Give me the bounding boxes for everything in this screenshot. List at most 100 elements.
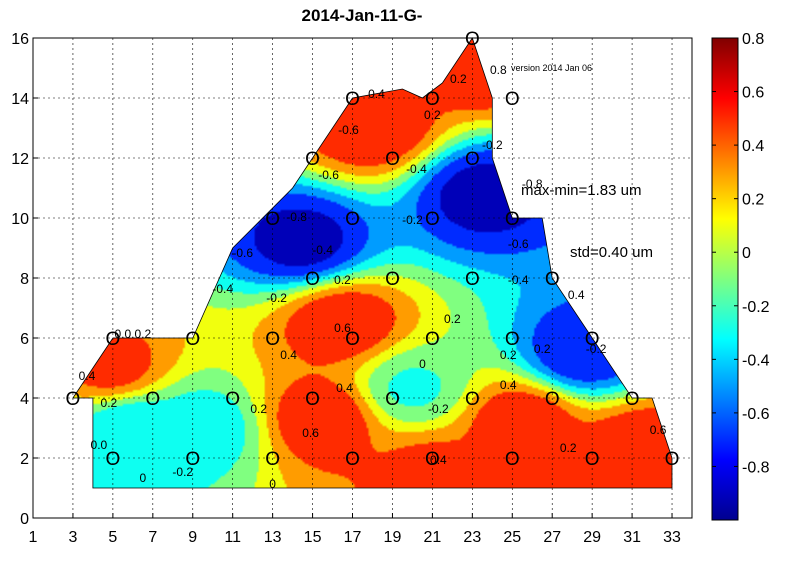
contour-label: 0.6 <box>650 423 667 437</box>
x-tick-label: 31 <box>623 529 641 546</box>
contour-label: -0.6 <box>508 237 529 251</box>
x-tick-label: 1 <box>29 529 38 546</box>
measurement-point: O <box>305 269 320 290</box>
y-tick-label: 2 <box>20 451 29 468</box>
contour-label: -0.6 <box>318 168 339 182</box>
contour-label: 0.4 <box>280 348 297 362</box>
measurement-point: O <box>105 449 120 470</box>
colorbar-tick-label: -0.8 <box>742 459 770 476</box>
colorbar-tick-label: 0.8 <box>742 31 764 48</box>
x-tick-label: 13 <box>264 529 282 546</box>
measurement-point: O <box>545 269 560 290</box>
y-tick-label: 6 <box>20 331 29 348</box>
contour-label: -0.2 <box>428 402 449 416</box>
measurement-point: O <box>345 209 360 230</box>
contour-label: 0.0.0.2 <box>114 327 151 341</box>
measurement-point: O <box>385 149 400 170</box>
contour-label: 0.4 <box>79 369 96 383</box>
measurement-point: O <box>465 29 480 50</box>
y-tick-label: 10 <box>11 211 29 228</box>
measurement-point: O <box>585 329 600 350</box>
measurement-point: O <box>505 449 520 470</box>
contour-label: -0.6 <box>232 246 253 260</box>
measurement-point: O <box>505 209 520 230</box>
measurement-point: O <box>465 389 480 410</box>
max-min-annotation: max-min=1.83 um <box>521 182 641 199</box>
measurement-point: O <box>505 329 520 350</box>
measurement-point: O <box>185 449 200 470</box>
measurement-point: O <box>185 329 200 350</box>
colorbar-tick-label: 0.2 <box>742 192 764 209</box>
measurement-point: O <box>305 389 320 410</box>
domain-outline <box>72 37 673 489</box>
x-tick-label: 3 <box>68 529 77 546</box>
contour-label: -0.4 <box>406 162 427 176</box>
contour-label: -0.2 <box>586 342 607 356</box>
contour-label: -0.2 <box>482 138 503 152</box>
x-tick-label: 27 <box>543 529 561 546</box>
contour-label: 0.2 <box>424 108 441 122</box>
contour-label: 0.4 <box>568 288 585 302</box>
contour-label: 0.2 <box>250 402 267 416</box>
x-tick-label: 25 <box>503 529 521 546</box>
x-tick-label: 5 <box>108 529 117 546</box>
contour-label: -0.2 <box>266 291 287 305</box>
x-tick-label: 33 <box>663 529 681 546</box>
measurement-point: O <box>345 329 360 350</box>
y-axis: 0 2 4 6 8 10 12 14 16 <box>11 31 38 528</box>
measurement-point: O <box>265 209 280 230</box>
x-tick-label: 11 <box>224 529 241 546</box>
measurement-point: O <box>385 269 400 290</box>
contour-label: 0.0 <box>91 438 108 452</box>
contour-label: -0.8 <box>522 177 543 191</box>
measurement-point: O <box>425 89 440 110</box>
contour-label: 0 <box>269 477 276 491</box>
x-tick-label: 17 <box>344 529 362 546</box>
colorbar-tick-label: -0.2 <box>742 299 770 316</box>
contour-label: 0.8 <box>490 63 507 77</box>
measurement-markers: O O O O O O O O O O O O O O O O O O O O O O O O O O O O O O O O O O O O O O <box>66 29 680 470</box>
contour-label: 0.4 <box>430 453 447 467</box>
measurement-point: O <box>465 269 480 290</box>
colorbar <box>711 37 739 521</box>
contour-label: 0.4 <box>500 378 517 392</box>
contour-label: -0.2 <box>172 465 193 479</box>
measurement-point: O <box>665 449 680 470</box>
contour-label: -0.4 <box>312 243 333 257</box>
x-tick-label: 19 <box>384 529 402 546</box>
contour-label: -0.2 <box>402 213 423 227</box>
contour-label: 0 <box>419 357 426 371</box>
measurement-point: O <box>145 389 160 410</box>
colorbar-tick-label: -0.4 <box>742 352 770 369</box>
measurement-point: O <box>345 449 360 470</box>
measurement-point: O <box>585 449 600 470</box>
measurement-point: O <box>305 149 320 170</box>
x-tick-label: 7 <box>148 529 157 546</box>
version-note: version 2014 Jan 06 <box>511 63 592 73</box>
y-tick-label: 8 <box>20 271 29 288</box>
contour-label: 0.2 <box>500 348 517 362</box>
measurement-point: O <box>105 329 120 350</box>
contour-label: 0.2 <box>444 312 461 326</box>
colorbar-tick-label: -0.6 <box>742 406 770 423</box>
y-tick-label: 14 <box>11 91 29 108</box>
contour-label: -0.4 <box>508 273 529 287</box>
contour-label: 0.6 <box>302 426 319 440</box>
grid <box>32 37 692 519</box>
measurement-point: O <box>385 389 400 410</box>
contour-labels: 0.4 0.2 0.0 0.0.0.2 -0.2 0 -0.4 -0.6 -0.2 -0.8 -0.… <box>79 63 667 491</box>
colorbar-tick-label: 0.4 <box>742 138 764 155</box>
measurement-point: O <box>545 389 560 410</box>
contour-label: 0.4 <box>336 381 353 395</box>
y-tick-label: 12 <box>11 151 29 168</box>
y-tick-label: 4 <box>20 391 29 408</box>
measurement-point: O <box>425 449 440 470</box>
measurement-point: O <box>345 89 360 110</box>
measurement-point: O <box>265 449 280 470</box>
contour-label: 0.2 <box>560 441 577 455</box>
contour-label: 0.2 <box>450 72 467 86</box>
std-annotation: std=0.40 um <box>570 244 653 261</box>
contour-label: -0.8 <box>286 210 307 224</box>
contour-label: 0 <box>139 471 146 485</box>
colorbar-tick-label: 0 <box>742 245 751 262</box>
